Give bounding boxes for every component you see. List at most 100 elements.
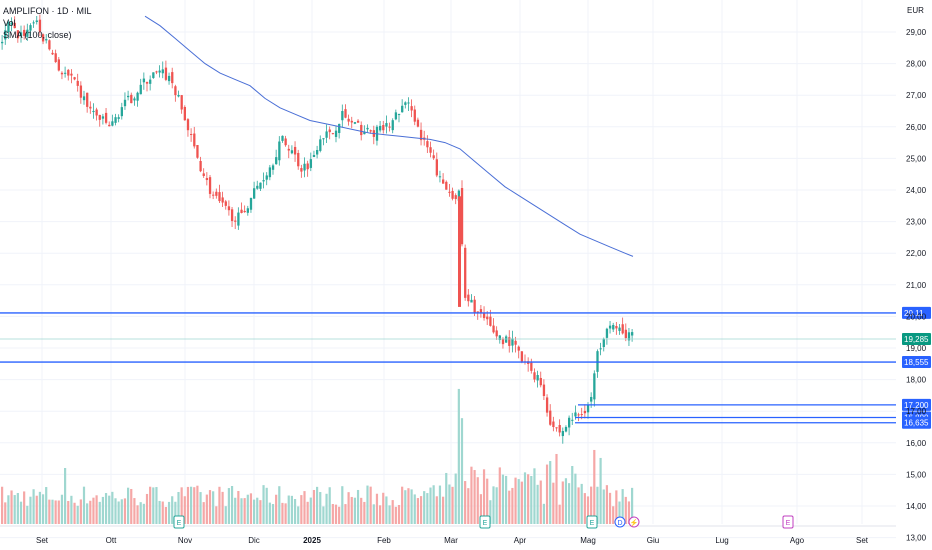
volume-bar: [542, 503, 545, 524]
candle-body: [155, 71, 158, 73]
volume-bar: [152, 487, 155, 524]
candle-body: [10, 22, 13, 25]
candle-body: [366, 127, 369, 130]
candle-body: [164, 67, 168, 80]
candle-body: [404, 102, 407, 105]
volume-bar: [218, 486, 221, 524]
candle-body: [98, 114, 101, 120]
volume-bar: [79, 499, 82, 524]
candle-body: [435, 159, 438, 176]
volume-bar: [249, 493, 253, 524]
y-tick-label: 21,00: [906, 281, 927, 290]
volume-bar: [4, 502, 7, 524]
candle-body: [426, 141, 429, 148]
candle-body: [514, 340, 517, 345]
volume-bar: [331, 504, 334, 524]
candle-body: [363, 131, 366, 135]
volume-bar: [265, 487, 268, 524]
volume-bar: [561, 481, 564, 524]
volume-bar: [552, 482, 555, 524]
volume-bar: [139, 502, 142, 524]
candle-body: [482, 312, 486, 319]
volume-bar: [284, 503, 287, 524]
legend-sma: SMA (100, close): [3, 30, 72, 40]
candle-body: [401, 105, 404, 113]
volume-bar: [48, 499, 51, 524]
level-label: 20,11: [904, 309, 924, 318]
level-label: 17,200: [904, 401, 929, 410]
candle-body: [26, 29, 29, 37]
volume-bar: [612, 506, 615, 524]
candle-body: [605, 328, 609, 338]
volume-bar: [338, 506, 341, 524]
candle-body: [479, 309, 483, 314]
candle-body: [325, 131, 328, 138]
volume-bar: [64, 468, 67, 524]
volume-bar: [167, 501, 171, 524]
volume-bar: [268, 502, 271, 524]
last-price-tag: [902, 332, 931, 345]
volume-bar: [117, 501, 120, 524]
y-tick-label: 13,00: [906, 534, 927, 543]
currency-label: EUR: [907, 6, 924, 15]
volume-bar: [262, 485, 265, 524]
volume-bar: [624, 496, 627, 524]
candle-body: [568, 417, 571, 428]
volume-bar: [448, 484, 451, 524]
x-tick-label: Lug: [715, 536, 728, 545]
volume-bar: [205, 494, 208, 524]
volume-bar: [568, 483, 571, 524]
candle-body: [445, 181, 448, 190]
volume-bar: [10, 490, 13, 524]
volume-bar: [366, 485, 369, 524]
y-tick-label: 22,00: [906, 249, 927, 258]
volume-bar: [92, 497, 95, 524]
volume-bar: [190, 486, 193, 524]
volume-bar: [29, 496, 32, 524]
candle-body: [38, 19, 42, 32]
volume-bar: [234, 497, 237, 524]
candle-body: [23, 29, 26, 36]
level-label: 18,555: [904, 358, 929, 367]
candle-body: [309, 159, 312, 168]
level-tag: [902, 356, 931, 369]
candle-body: [624, 329, 627, 339]
candle-body: [29, 25, 32, 31]
x-tick-label: Nov: [178, 536, 192, 545]
volume-bar: [476, 477, 479, 524]
volume-bar: [186, 486, 190, 524]
candle-body: [530, 362, 533, 371]
candle-body: [70, 73, 73, 76]
candle-body: [51, 52, 54, 55]
x-tick-label: Dic: [248, 536, 260, 545]
candle-body: [618, 327, 621, 331]
volume-bar: [527, 474, 530, 524]
candle-body: [136, 92, 139, 101]
volume-bar: [360, 497, 363, 524]
volume-bar: [161, 501, 164, 524]
candle-body: [533, 372, 536, 380]
candle-body: [32, 22, 35, 24]
volume-bar: [253, 499, 256, 524]
volume-bar: [356, 489, 360, 524]
volume-bar: [482, 469, 486, 524]
volume-bar: [523, 472, 527, 524]
candle-body: [394, 112, 398, 120]
volume-bar: [224, 506, 227, 524]
candle-body: [82, 96, 86, 101]
y-tick-label: 23,00: [906, 218, 927, 227]
y-tick-label: 20,00: [906, 312, 927, 321]
y-tick-label: 19,00: [906, 344, 927, 353]
candle-body: [558, 425, 561, 433]
candle-body: [89, 106, 92, 109]
volume-bar: [514, 477, 517, 524]
candle-body: [95, 109, 98, 116]
event-marker: [782, 515, 794, 529]
candle-body: [79, 85, 83, 98]
candle-body: [410, 106, 413, 111]
candle-body: [114, 117, 117, 123]
volume-bar: [445, 472, 448, 524]
volume-bar: [473, 470, 476, 524]
